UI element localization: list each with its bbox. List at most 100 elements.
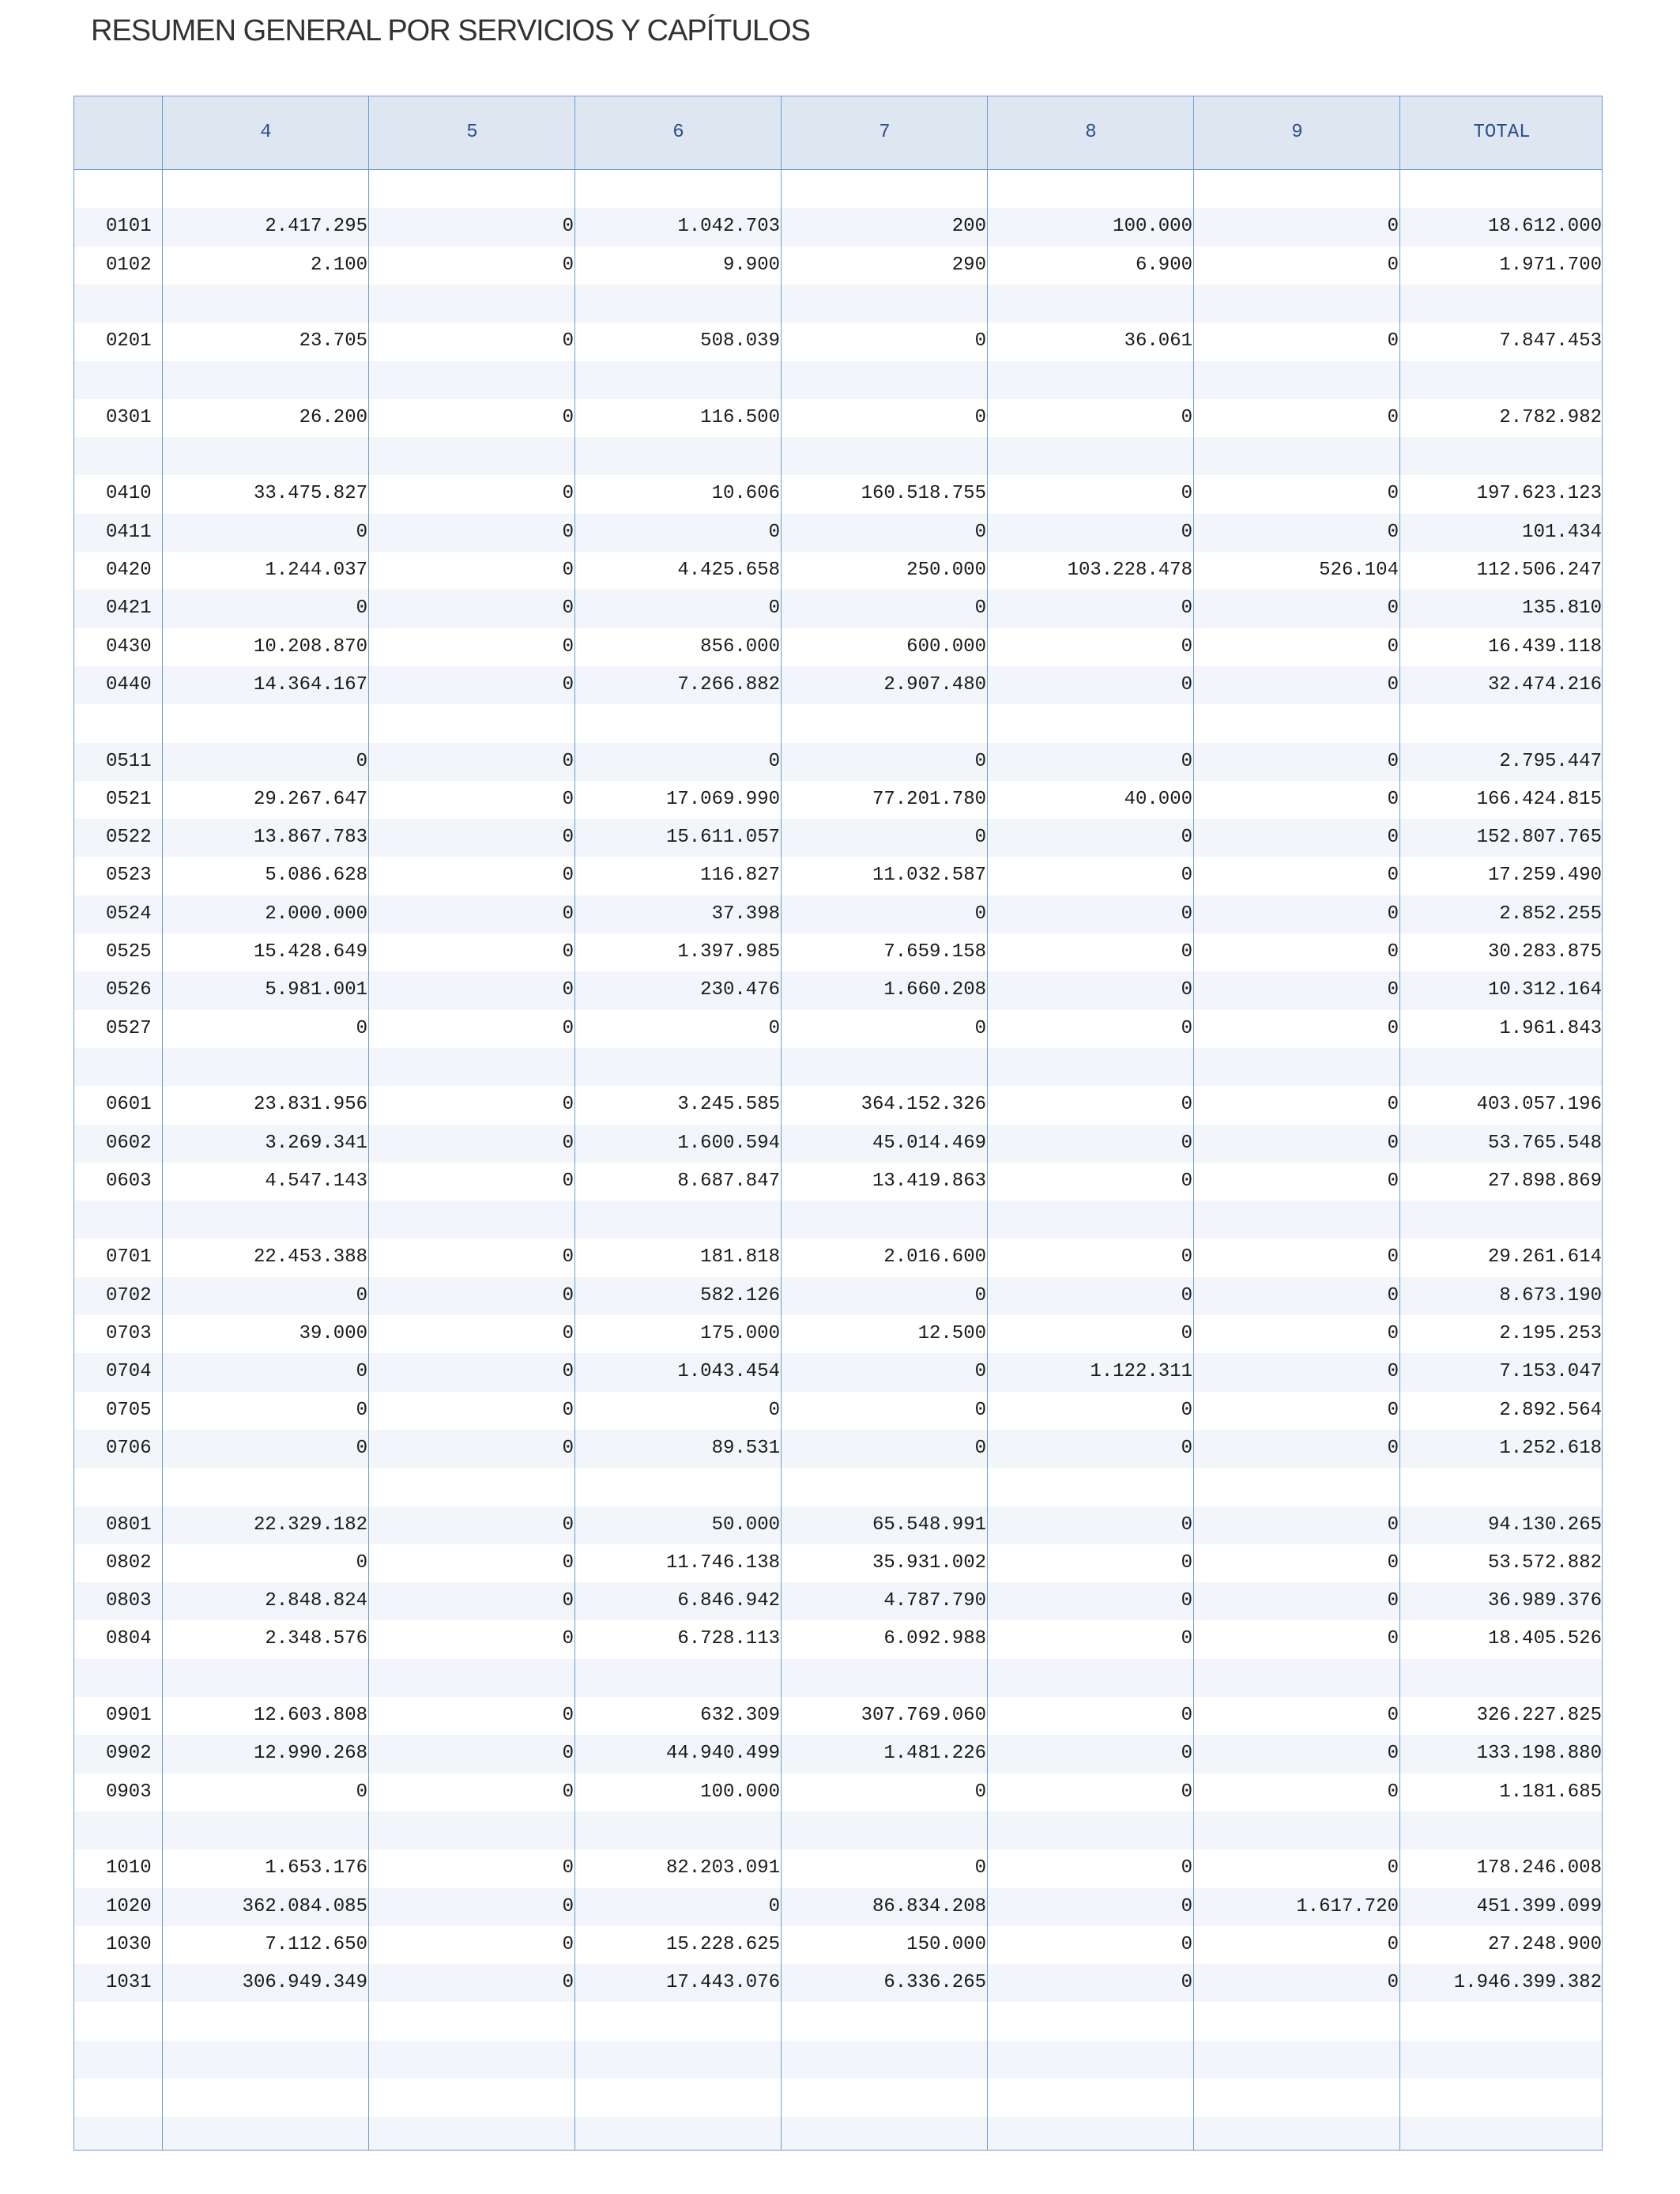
chapter-4-cell: 0 <box>356 750 367 772</box>
chapter-6-cell: 116.827 <box>700 865 780 887</box>
total-cell: 2.892.564 <box>1499 1399 1602 1421</box>
table-row: 0801 22.329.182 0 50.000 65.548.991 0 0 94.130.… <box>74 1506 1602 1544</box>
chapter-5-cell: 0 <box>562 635 574 658</box>
chapter-9-cell: 0 <box>1387 1857 1399 1879</box>
chapter-4-cell: 2.417.295 <box>265 216 367 238</box>
chapter-6-cell: 0 <box>768 521 780 543</box>
chapter-8-cell: 0 <box>1181 1781 1192 1803</box>
chapter-6-cell: 0 <box>768 1017 780 1039</box>
chapter-5-cell: 0 <box>562 941 574 963</box>
chapter-4-cell: 306.949.349 <box>242 1972 367 1994</box>
chapter-6-cell: 17.443.076 <box>665 1972 780 1994</box>
chapter-8-cell: 0 <box>1181 1132 1192 1154</box>
chapter-7-cell: 86.834.208 <box>872 1895 986 1917</box>
table-row: 1010 1.653.176 0 82.203.091 0 0 0 178.246.008 <box>74 1849 1602 1887</box>
table-row: 0440 14.364.167 0 7.266.882 2.907.480 0 0 32.47… <box>74 665 1602 705</box>
chapter-8-cell: 0 <box>1181 1933 1192 1955</box>
chapter-4-cell: 0 <box>356 598 367 620</box>
table-row: 0705 0 0 0 0 0 0 2.892.564 <box>74 1392 1602 1430</box>
chapter-6-cell: 632.309 <box>700 1705 780 1726</box>
total-cell: 178.246.008 <box>1476 1857 1602 1879</box>
chapter-4-cell: 23.705 <box>299 330 367 352</box>
summary-table: 4 5 6 7 8 9 TOTAL 0101 2.417.295 0 1.042.703 200 10… <box>73 96 1603 2151</box>
chapter-5-cell: 0 <box>562 1743 574 1765</box>
column-header-5: 5 <box>466 122 478 143</box>
chapter-9-cell: 0 <box>1387 941 1399 963</box>
chapter-8-cell: 0 <box>1181 1170 1192 1192</box>
service-code: 0903 <box>106 1781 152 1803</box>
chapter-6-cell: 508.039 <box>700 330 780 352</box>
total-cell: 101.434 <box>1522 521 1602 543</box>
chapter-7-cell: 0 <box>974 903 986 925</box>
chapter-4-cell: 15.428.649 <box>253 941 367 963</box>
chapter-5-cell: 0 <box>562 1246 574 1269</box>
chapter-4-cell: 4.547.143 <box>265 1170 367 1192</box>
chapter-5-cell: 0 <box>562 1132 574 1154</box>
total-cell: 1.252.618 <box>1499 1437 1602 1459</box>
chapter-8-cell: 0 <box>1181 406 1192 428</box>
chapter-4-cell: 14.364.167 <box>253 673 367 696</box>
chapter-8-cell: 0 <box>1181 903 1192 925</box>
chapter-5-cell: 0 <box>562 788 574 810</box>
chapter-5-cell: 0 <box>562 1437 574 1459</box>
chapter-6-cell: 856.000 <box>700 635 780 658</box>
chapter-8-cell: 0 <box>1181 1972 1192 1994</box>
chapter-6-cell: 3.245.585 <box>677 1094 780 1116</box>
chapter-5-cell: 0 <box>562 1514 574 1536</box>
chapter-8-cell: 0 <box>1181 598 1192 620</box>
chapter-5-cell: 0 <box>562 903 574 925</box>
chapter-7-cell: 1.660.208 <box>883 979 986 1001</box>
column-divider <box>987 96 988 2150</box>
chapter-8-cell: 0 <box>1181 1284 1192 1306</box>
chapter-5-cell: 0 <box>562 560 574 581</box>
chapter-7-cell: 65.548.991 <box>872 1514 986 1536</box>
chapter-8-cell: 0 <box>1181 1017 1192 1039</box>
chapter-6-cell: 9.900 <box>722 254 780 276</box>
total-cell: 166.424.815 <box>1476 788 1602 810</box>
chapter-9-cell: 0 <box>1387 1284 1399 1306</box>
chapter-7-cell: 600.000 <box>906 635 986 658</box>
chapter-6-cell: 17.069.990 <box>665 788 780 810</box>
service-code: 0522 <box>106 827 152 849</box>
spacer-row <box>74 1047 1602 1087</box>
service-code: 0527 <box>106 1017 152 1039</box>
chapter-9-cell: 0 <box>1387 254 1399 276</box>
chapter-4-cell: 29.267.647 <box>253 788 367 810</box>
table-row: 0706 0 0 89.531 0 0 0 1.252.618 <box>74 1429 1602 1468</box>
chapter-6-cell: 1.043.454 <box>677 1361 780 1383</box>
table-row: 0804 2.348.576 0 6.728.113 6.092.988 0 0 18.405… <box>74 1620 1602 1658</box>
chapter-9-cell: 0 <box>1387 330 1399 352</box>
chapter-4-cell: 2.100 <box>310 254 367 276</box>
chapter-5-cell: 0 <box>562 1857 574 1879</box>
column-divider <box>162 96 163 2150</box>
service-code: 0801 <box>106 1514 152 1536</box>
total-cell: 1.961.843 <box>1499 1017 1602 1039</box>
chapter-6-cell: 6.728.113 <box>677 1628 780 1650</box>
chapter-7-cell: 77.201.780 <box>872 788 986 810</box>
chapter-6-cell: 7.266.882 <box>677 673 780 696</box>
chapter-7-cell: 0 <box>974 1284 986 1306</box>
chapter-5-cell: 0 <box>562 1170 574 1192</box>
total-cell: 112.506.247 <box>1476 560 1602 581</box>
chapter-7-cell: 7.659.158 <box>883 941 986 963</box>
chapter-9-cell: 0 <box>1387 788 1399 810</box>
spacer-row <box>74 1811 1602 1850</box>
table-row: 0524 2.000.000 0 37.398 0 0 0 2.852.255 <box>74 895 1602 933</box>
chapter-8-cell: 0 <box>1181 1437 1192 1459</box>
chapter-6-cell: 37.398 <box>711 903 780 925</box>
service-code: 0804 <box>106 1628 152 1650</box>
chapter-9-cell: 0 <box>1387 827 1399 849</box>
chapter-9-cell: 0 <box>1387 1705 1399 1726</box>
total-cell: 2.782.982 <box>1499 406 1602 428</box>
chapter-5-cell: 0 <box>562 1551 574 1574</box>
column-header-9: 9 <box>1291 122 1303 143</box>
chapter-7-cell: 0 <box>974 1781 986 1803</box>
service-code: 0901 <box>106 1705 152 1726</box>
chapter-4-cell: 2.000.000 <box>265 903 367 925</box>
chapter-7-cell: 0 <box>974 598 986 620</box>
chapter-9-cell: 0 <box>1387 635 1399 658</box>
chapter-4-cell: 0 <box>356 1017 367 1039</box>
chapter-5-cell: 0 <box>562 1705 574 1726</box>
chapter-5-cell: 0 <box>562 216 574 238</box>
total-cell: 27.248.900 <box>1487 1933 1602 1955</box>
